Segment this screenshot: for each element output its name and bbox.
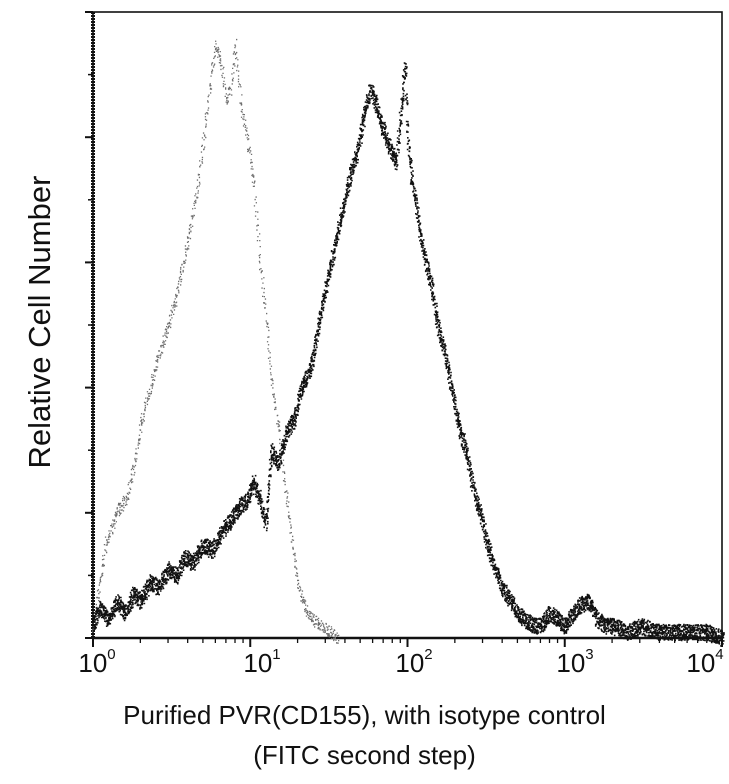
pvr-cd155-histogram <box>92 62 725 647</box>
y-axis-ticks <box>85 11 93 639</box>
x-tick-label-1e3: 103 <box>556 646 594 678</box>
x-axis-label: Purified PVR(CD155), with isotype contro… <box>123 700 606 730</box>
x-tick-label-1e2: 102 <box>395 646 433 678</box>
y-axis-label: Relative Cell Number <box>22 175 57 469</box>
x-tick-label-1e4: 104 <box>686 646 724 678</box>
x-tick-label-1e1: 101 <box>243 646 281 678</box>
plot-frame <box>91 11 723 640</box>
x-tick-label-1e0: 100 <box>78 646 116 678</box>
x-axis-label-subtitle: (FITC second step) <box>253 740 476 770</box>
